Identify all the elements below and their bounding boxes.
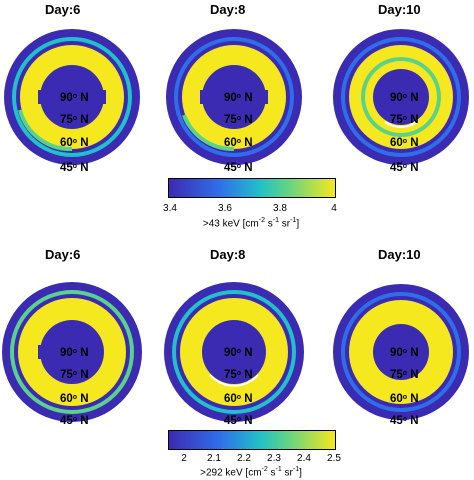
lat-label-75: 75o N xyxy=(224,114,253,126)
lat-label-90: 90o N xyxy=(224,347,253,359)
polar-panel-top-day6: Day:6 90o N 75o N 60o N 45o N xyxy=(0,0,150,180)
polar-map xyxy=(2,282,142,422)
lat-label-60: 60o N xyxy=(224,137,253,149)
lat-label-75: 75o N xyxy=(60,114,89,126)
colorbar-tick-label: 4 xyxy=(331,203,337,214)
lat-label-45: 45o N xyxy=(60,162,89,174)
lat-label-90: 90o N xyxy=(390,347,419,359)
colorbar-tick-label: 2 xyxy=(181,453,187,464)
polar-map xyxy=(333,284,469,420)
panel-title: Day:8 xyxy=(210,247,246,262)
lat-label-90: 90o N xyxy=(60,92,89,104)
lat-label-45: 45o N xyxy=(390,162,419,174)
polar-panel-top-day8: Day:8 90o N 75o N 60o N 45o N xyxy=(160,0,310,180)
lat-label-75: 75o N xyxy=(390,369,419,381)
lat-label-75: 75o N xyxy=(60,369,89,381)
lat-label-60: 60o N xyxy=(60,137,89,149)
colorbar-tick-label: 2.3 xyxy=(267,453,281,464)
polar-map xyxy=(4,29,140,165)
lat-label-60: 60o N xyxy=(390,137,419,149)
panel-title: Day:8 xyxy=(210,2,246,17)
lat-label-90: 90o N xyxy=(224,92,253,104)
panel-title: Day:10 xyxy=(378,2,421,17)
colorbar-caption: >43 keV [cm-2 s-1 sr-1] xyxy=(202,217,300,230)
lat-label-90: 90o N xyxy=(390,92,419,104)
polar-panel-bottom-day8: Day:8 90o N 75o N 60o N 45o N xyxy=(160,245,310,430)
lat-label-60: 60o N xyxy=(60,393,89,405)
lat-label-60: 60o N xyxy=(390,393,419,405)
colorbar-tick-label: 2.4 xyxy=(297,453,311,464)
colorbar-tick-label: 3.4 xyxy=(163,203,177,214)
polar-panel-bottom-day10: Day:10 90o N 75o N 60o N 45o N xyxy=(320,245,470,430)
lat-label-45: 45o N xyxy=(390,415,419,427)
lat-label-90: 90o N xyxy=(60,347,89,359)
polar-panel-bottom-day6: Day:6 90o N 75o N 60o N 45o N xyxy=(0,245,150,430)
colorbar-tick-label: 2.2 xyxy=(237,453,251,464)
lat-label-45: 45o N xyxy=(224,162,253,174)
colorbar-tick-label: 3.8 xyxy=(273,203,287,214)
colorbar-gradient xyxy=(168,430,336,450)
colorbar-tick-label: 2.5 xyxy=(327,453,341,464)
lat-label-75: 75o N xyxy=(224,369,253,381)
colorbar-tick-label: 2.1 xyxy=(207,453,221,464)
lat-label-45: 45o N xyxy=(60,415,89,427)
colorbar-caption: >292 keV [cm-2 s-1 sr-1] xyxy=(200,466,302,479)
panel-title: Day:6 xyxy=(45,2,81,17)
lat-label-60: 60o N xyxy=(224,393,253,405)
lat-label-75: 75o N xyxy=(390,114,419,126)
colorbar-tick-label: 3.6 xyxy=(218,203,232,214)
panel-title: Day:6 xyxy=(45,247,81,262)
polar-map xyxy=(166,29,302,165)
polar-map xyxy=(164,282,304,422)
lat-label-45: 45o N xyxy=(224,415,253,427)
colorbar-gradient xyxy=(168,178,336,198)
polar-panel-top-day10: Day:10 90o N 75o N 60o N 45o N xyxy=(320,0,470,180)
panel-title: Day:10 xyxy=(378,247,421,262)
polar-map xyxy=(333,29,469,165)
